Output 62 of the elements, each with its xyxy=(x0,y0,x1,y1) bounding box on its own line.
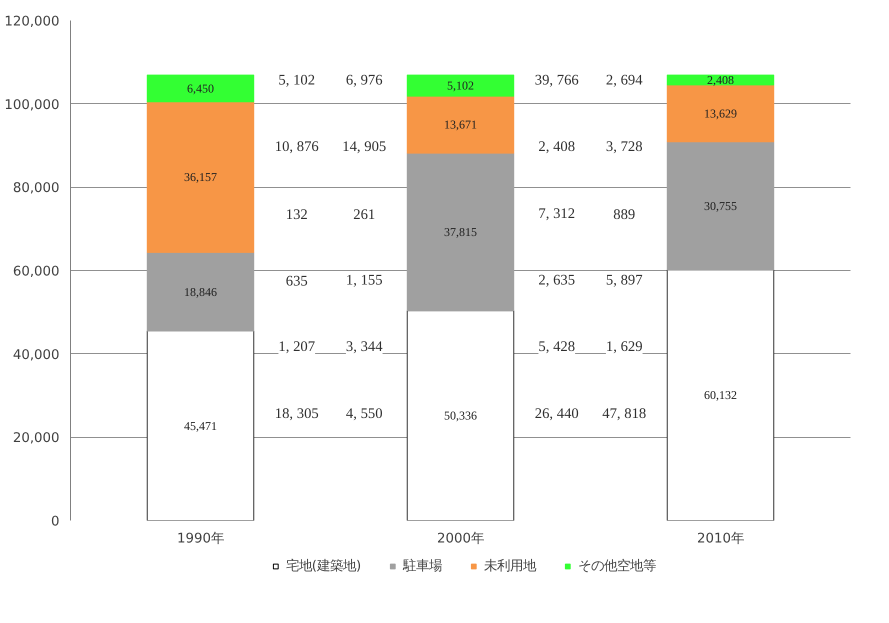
annotation: 7, 312 xyxy=(538,206,576,222)
bar xyxy=(666,84,774,142)
bar xyxy=(146,74,254,102)
bar xyxy=(406,310,514,520)
annotation: 18, 305 xyxy=(274,406,319,422)
annotation: 1, 629 xyxy=(606,339,643,356)
annotation: 1, 207 xyxy=(278,339,316,356)
annotation: 3, 728 xyxy=(606,139,643,156)
y-tick-label: 40,000 xyxy=(12,348,60,363)
annotation: 3, 344 xyxy=(346,339,384,356)
annotation: 5, 428 xyxy=(538,339,576,356)
legend-label: その他空地等 xyxy=(578,558,656,575)
data-label: 36,157 xyxy=(184,170,217,184)
y-tick-label: 60,000 xyxy=(12,264,60,280)
data-label: 5,102 xyxy=(447,78,474,93)
annotation: 2, 635 xyxy=(538,272,576,288)
bar xyxy=(666,74,774,86)
bar xyxy=(146,101,254,253)
legend-label: 宅地(建築地) xyxy=(286,558,362,575)
annotation: 39, 766 xyxy=(534,72,579,88)
annotation: 635 xyxy=(286,274,308,290)
data-label: 50,336 xyxy=(444,408,477,423)
bar xyxy=(406,74,514,97)
x-tick-label: 1990年 xyxy=(177,532,224,546)
y-tick-label: 100,000 xyxy=(4,98,60,113)
x-tick-label: 2000年 xyxy=(437,532,484,546)
x-tick-label: 2010年 xyxy=(697,532,744,546)
y-tick-label: 80,000 xyxy=(12,181,60,196)
annotation: 47, 818 xyxy=(602,406,646,422)
annotation: 14, 905 xyxy=(342,139,386,156)
bar xyxy=(406,96,514,154)
annotation: 26, 440 xyxy=(534,406,579,422)
annotation: 889 xyxy=(613,206,636,223)
annotation: 2, 694 xyxy=(606,72,644,88)
data-label: 37,815 xyxy=(444,224,477,239)
annotation: 1, 155 xyxy=(346,272,383,288)
annotation: 4, 550 xyxy=(346,406,383,422)
data-label: 13,629 xyxy=(704,106,737,120)
data-label: 13,671 xyxy=(444,118,477,132)
bar xyxy=(146,252,254,332)
annotation: 2, 408 xyxy=(538,139,576,156)
bar xyxy=(666,141,774,270)
data-label: 6,450 xyxy=(187,81,214,96)
y-tick-label: 20,000 xyxy=(12,431,60,446)
annotation: 5, 897 xyxy=(606,272,643,288)
annotation: 261 xyxy=(353,206,376,223)
data-label: 2,408 xyxy=(707,73,734,87)
annotation: 5, 102 xyxy=(278,72,316,88)
bar xyxy=(406,152,514,312)
data-label: 18,846 xyxy=(184,284,217,299)
bar xyxy=(146,330,254,520)
y-tick-label: 0 xyxy=(51,514,60,530)
annotation: 10, 876 xyxy=(274,139,319,156)
legend-label: 未利用地 xyxy=(484,558,536,575)
bar xyxy=(666,270,774,520)
annotation: 132 xyxy=(286,206,308,223)
data-label: 30,755 xyxy=(704,198,737,213)
data-label: 60,132 xyxy=(704,388,737,402)
data-label: 45,471 xyxy=(184,418,217,433)
legend-label: 駐車場 xyxy=(403,558,442,575)
annotation: 6, 976 xyxy=(346,72,383,88)
y-tick-label: 120,000 xyxy=(4,14,60,30)
